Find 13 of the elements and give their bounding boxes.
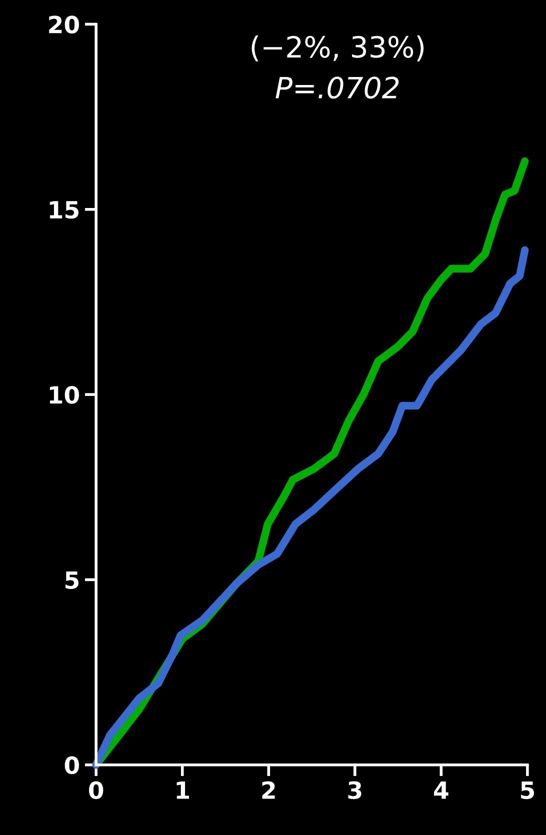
y-tick-label: 20 xyxy=(49,16,79,34)
x-tick-label: 0 xyxy=(89,781,104,800)
y-tick-label: 0 xyxy=(64,756,79,774)
y-tick-label: 15 xyxy=(50,201,78,219)
x-tick-label: 3 xyxy=(348,781,362,800)
x-tick-label: 4 xyxy=(434,782,448,799)
y-tick-label: 5 xyxy=(66,571,78,590)
annotation: (−2%, 33%) xyxy=(252,35,424,62)
x-tick-label: 5 xyxy=(521,782,534,800)
x-tick-label: 1 xyxy=(176,782,189,799)
y-tick-label: 10 xyxy=(50,386,79,404)
annotation: P=.0702 xyxy=(276,76,399,99)
x-tick-label: 2 xyxy=(262,781,275,799)
